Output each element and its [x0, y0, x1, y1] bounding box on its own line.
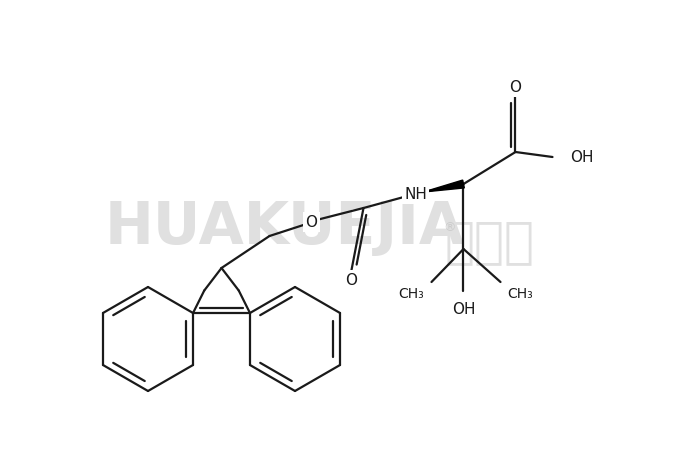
Text: 化学加: 化学加	[445, 218, 535, 265]
Text: OH: OH	[570, 150, 594, 165]
Text: ®: ®	[443, 221, 456, 234]
Text: OH: OH	[452, 302, 475, 317]
Text: HUAKUEJIA: HUAKUEJIA	[105, 199, 465, 256]
Text: CH₃: CH₃	[507, 287, 534, 300]
Polygon shape	[423, 181, 464, 193]
Text: O: O	[305, 215, 317, 230]
Text: O: O	[346, 273, 357, 288]
Text: NH: NH	[404, 187, 427, 202]
Text: O: O	[509, 80, 521, 95]
Text: CH₃: CH₃	[398, 287, 424, 300]
